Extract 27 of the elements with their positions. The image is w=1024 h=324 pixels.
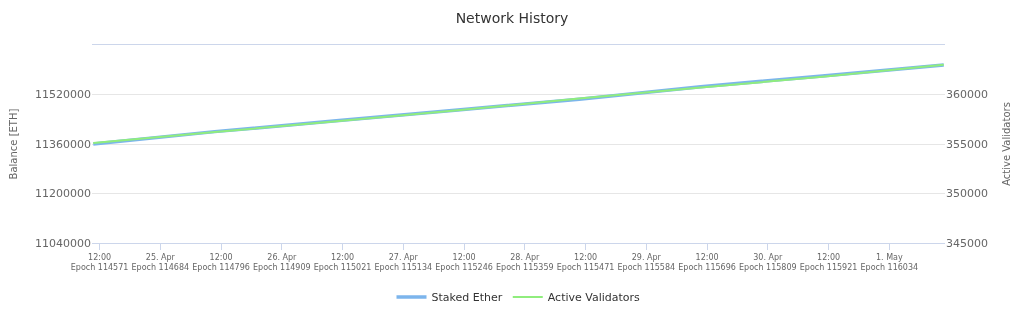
x-tick-label: 25. Apr Epoch 114684 [131, 252, 190, 272]
y2-axis-title: Active Validators [1000, 102, 1012, 186]
y-tick-label: 11200000 [35, 187, 91, 201]
x-tick-label: 29. Apr Epoch 115584 [617, 252, 676, 272]
x-tick-label: 12:00 Epoch 115921 [799, 252, 858, 272]
legend-label: Active Validators [547, 291, 641, 305]
y2-tick-label: 355000 [946, 137, 988, 151]
y-tick-label: 11040000 [35, 236, 91, 250]
x-tick-label: 12:00 Epoch 114571 [70, 252, 129, 272]
x-tick-label: 1. May Epoch 116034 [860, 252, 919, 272]
x-tick-label: 12:00 Epoch 115246 [435, 252, 493, 272]
y-tick-label: 11520000 [35, 88, 91, 102]
y2-tick-label: 360000 [946, 88, 988, 102]
chart-title: Network History [455, 9, 569, 26]
y2-tick-label: 345000 [946, 236, 988, 250]
x-tick-label: 12:00 Epoch 115696 [678, 252, 736, 272]
x-tick-label: 12:00 Epoch 115021 [313, 252, 372, 272]
x-tick-label: 12:00 Epoch 115471 [556, 252, 615, 272]
y-tick-label: 11360000 [35, 137, 91, 151]
x-tick-label: 28. Apr Epoch 115359 [496, 252, 554, 272]
x-tick-label: 26. Apr Epoch 114909 [253, 252, 311, 272]
y2-tick-label: 350000 [946, 187, 988, 201]
legend-label: Staked Ether [431, 291, 503, 305]
x-tick-label: 27. Apr Epoch 115134 [374, 252, 433, 272]
x-tick-label: 12:00 Epoch 114796 [192, 252, 250, 272]
y-axis-title: Balance [ETH] [8, 108, 19, 180]
x-tick-label: 30. Apr Epoch 115809 [739, 252, 797, 272]
